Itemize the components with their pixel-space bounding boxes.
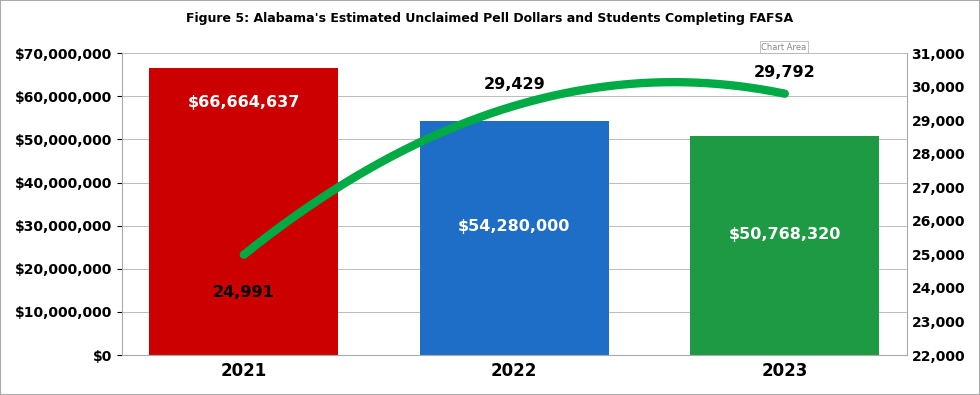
Bar: [149, 68, 338, 355]
Text: $50,768,320: $50,768,320: [728, 227, 841, 242]
Text: 24,991: 24,991: [213, 285, 274, 300]
Text: $66,664,637: $66,664,637: [187, 94, 300, 109]
Text: Chart Area: Chart Area: [761, 43, 807, 52]
Text: $54,280,000: $54,280,000: [458, 219, 570, 234]
Text: 29,792: 29,792: [754, 65, 815, 80]
Bar: [419, 121, 609, 355]
Text: Figure 5: Alabama's Estimated Unclaimed Pell Dollars and Students Completing FAF: Figure 5: Alabama's Estimated Unclaimed …: [186, 12, 794, 25]
Bar: [690, 136, 879, 355]
Text: 29,429: 29,429: [483, 77, 545, 92]
